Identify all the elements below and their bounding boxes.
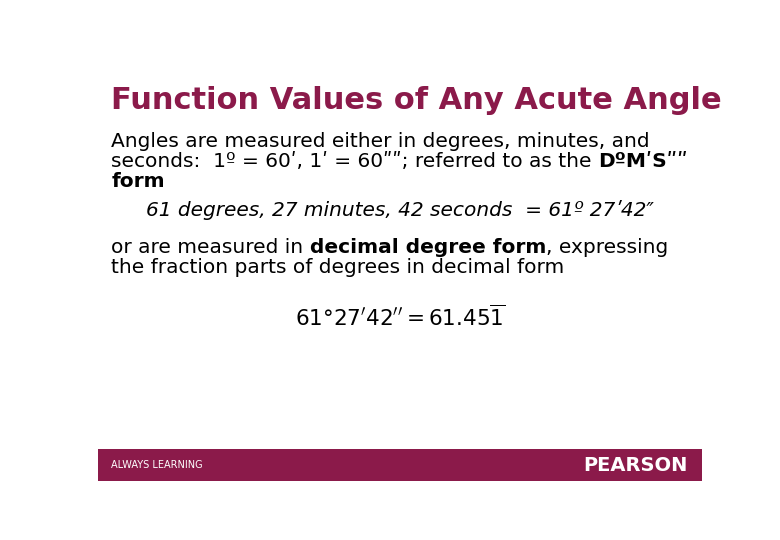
Text: 61 degrees, 27 minutes, 42 seconds  = 61º 27ʹ42″: 61 degrees, 27 minutes, 42 seconds = 61º… [146, 200, 654, 220]
Text: decimal degree form: decimal degree form [310, 238, 546, 257]
Text: or are measured in: or are measured in [112, 238, 310, 257]
Text: seconds:  1º = 60ʹ, 1ʹ = 60ʺʺ; referred to as the: seconds: 1º = 60ʹ, 1ʹ = 60ʺʺ; referred t… [112, 152, 598, 171]
Text: form: form [112, 172, 165, 191]
Bar [98, 449, 702, 481]
Text: ALWAYS LEARNING: ALWAYS LEARNING [112, 460, 203, 470]
Text: the fraction parts of degrees in decimal form: the fraction parts of degrees in decimal… [112, 258, 565, 277]
Text: Angles are measured either in degrees, minutes, and: Angles are measured either in degrees, m… [112, 132, 650, 151]
Text: , expressing: , expressing [546, 238, 668, 257]
Text: DºMʹSʺʺ: DºMʹSʺʺ [598, 152, 688, 171]
Text: PEARSON: PEARSON [583, 456, 688, 475]
Text: $61°27'42'' = 61.45\overline{1}$: $61°27'42'' = 61.45\overline{1}$ [295, 305, 505, 330]
Text: Function Values of Any Acute Angle: Function Values of Any Acute Angle [112, 85, 722, 114]
